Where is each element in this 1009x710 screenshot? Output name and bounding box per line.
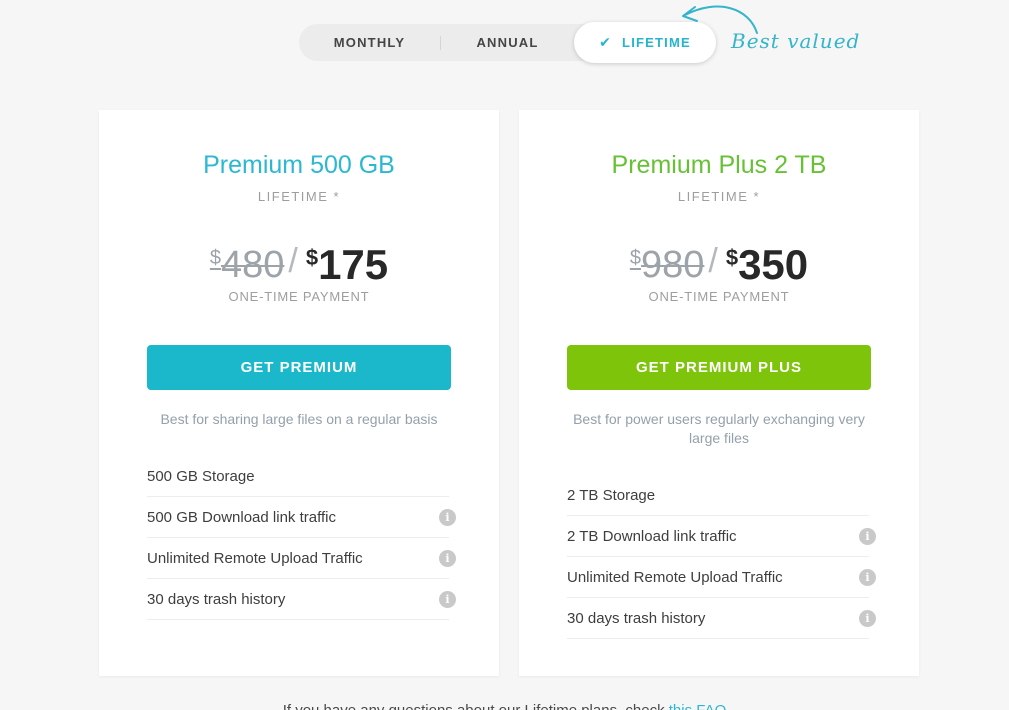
check-icon: ✔ <box>599 34 613 50</box>
info-icon[interactable]: i <box>439 508 456 526</box>
price-row: $980 / $350 <box>519 237 919 288</box>
new-price: $350 <box>726 234 808 289</box>
old-price: $480 <box>210 234 285 289</box>
best-valued-label: Best valued <box>731 29 861 53</box>
feature-row: 500 GB Storage <box>147 456 449 497</box>
toggle-divider <box>440 35 441 50</box>
feature-label: 30 days trash history <box>567 609 706 627</box>
new-price-currency: $ <box>305 244 319 270</box>
price-separator: / <box>288 242 298 280</box>
new-price-value: 175 <box>318 240 389 288</box>
feature-row: 30 days trash history i <box>147 579 456 620</box>
plan-period: LIFETIME * <box>257 189 341 204</box>
footnote-text: If you have any questions about our Life… <box>283 702 665 710</box>
plan-card-premium: Premium 500 GB LIFETIME * $480 / $175 ON… <box>99 110 499 676</box>
info-icon[interactable]: i <box>439 590 456 608</box>
plan-period: LIFETIME * <box>677 189 761 204</box>
payment-note: ONE-TIME PAYMENT <box>228 289 370 304</box>
billing-period-toggle: MONTHLY ANNUAL ✔ LIFETIME <box>299 22 716 63</box>
old-price-value: 480 <box>220 243 285 286</box>
old-price-currency: $ <box>209 246 221 269</box>
info-icon[interactable]: i <box>859 609 876 627</box>
info-icon[interactable]: i <box>859 527 876 545</box>
new-price: $175 <box>306 234 388 289</box>
footnote: If you have any questions about our Life… <box>0 702 1009 710</box>
feature-label: Unlimited Remote Upload Traffic <box>567 568 783 586</box>
curved-arrow-icon <box>682 5 758 34</box>
tab-monthly[interactable]: MONTHLY <box>333 35 406 50</box>
feature-row: Unlimited Remote Upload Traffic i <box>147 538 456 579</box>
feature-row: 30 days trash history i <box>567 598 876 639</box>
feature-label: 500 GB Download link traffic <box>147 508 336 526</box>
old-price-value: 980 <box>640 243 705 286</box>
footnote-link[interactable]: this FAQ <box>669 702 727 710</box>
feature-label: Unlimited Remote Upload Traffic <box>147 549 363 567</box>
feature-list: 2 TB Storage 2 TB Download link traffic … <box>519 475 919 639</box>
tab-lifetime[interactable]: ✔ LIFETIME <box>574 22 716 63</box>
new-price-value: 350 <box>738 240 809 288</box>
feature-row: Unlimited Remote Upload Traffic i <box>567 557 876 598</box>
payment-note: ONE-TIME PAYMENT <box>648 289 790 304</box>
tab-annual[interactable]: ANNUAL <box>476 35 539 50</box>
get-premium-button[interactable]: GET PREMIUM <box>147 345 451 390</box>
feature-label: 2 TB Download link traffic <box>567 527 737 545</box>
plan-title: Premium 500 GB <box>203 151 395 179</box>
price-row: $480 / $175 <box>99 237 499 288</box>
feature-label: 30 days trash history <box>147 590 286 608</box>
feature-row: 500 GB Download link traffic i <box>147 497 456 538</box>
feature-label: 500 GB Storage <box>147 467 255 485</box>
info-icon[interactable]: i <box>439 549 456 567</box>
plan-title: Premium Plus 2 TB <box>611 151 827 179</box>
tab-lifetime-label: LIFETIME <box>622 35 691 50</box>
feature-row: 2 TB Download link traffic i <box>567 516 876 557</box>
feature-label: 2 TB Storage <box>567 486 656 504</box>
old-price-currency: $ <box>629 246 641 269</box>
feature-row: 2 TB Storage <box>567 475 869 516</box>
old-price: $980 <box>630 234 705 289</box>
plan-description: Best for power users regularly exchangin… <box>573 411 865 446</box>
plan-description: Best for sharing large files on a regula… <box>160 411 438 427</box>
price-separator: / <box>708 242 718 280</box>
feature-list: 500 GB Storage 500 GB Download link traf… <box>99 456 499 620</box>
new-price-currency: $ <box>725 244 739 270</box>
info-icon[interactable]: i <box>859 568 876 586</box>
plan-card-premium-plus: Premium Plus 2 TB LIFETIME * $980 / $350… <box>519 110 919 676</box>
get-premium-plus-button[interactable]: GET PREMIUM PLUS <box>567 345 871 390</box>
